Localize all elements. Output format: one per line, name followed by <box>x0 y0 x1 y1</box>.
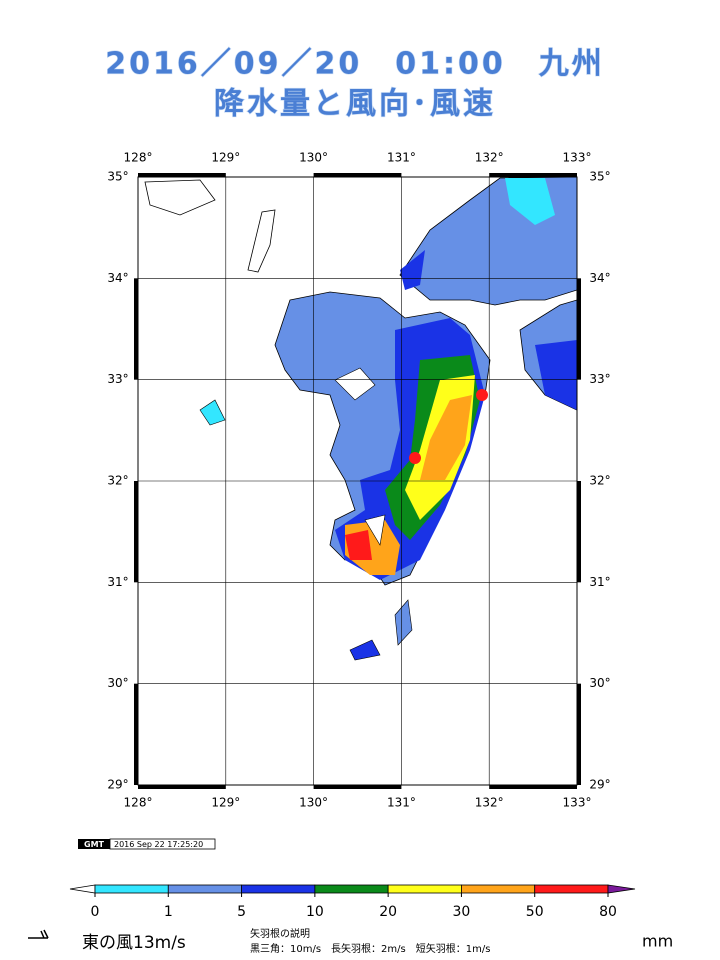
colorbar: 0 1 5 10 20 30 50 80 <box>69 884 636 920</box>
frame-band <box>134 278 138 380</box>
colorbar-segment <box>387 884 462 894</box>
gmt-logo-box <box>78 839 110 849</box>
lat-label-right: 32° <box>589 474 610 488</box>
lat-label-right: 35° <box>589 170 610 184</box>
lon-label-top: 130° <box>299 151 328 165</box>
lon-label-top: 128° <box>124 151 153 165</box>
lon-label-top: 133° <box>563 151 592 165</box>
lat-label-right: 34° <box>589 271 610 285</box>
lat-label-left: 35° <box>107 170 128 184</box>
map-border <box>137 176 578 786</box>
lon-label-top: 131° <box>387 151 416 165</box>
legend-heading: 矢羽根の説明 <box>250 927 310 940</box>
lat-label-right: 31° <box>589 575 610 589</box>
colorbar-segment <box>241 884 316 894</box>
lat-label-left: 29° <box>107 778 128 792</box>
lon-label-bottom: 132° <box>475 796 504 810</box>
lat-label-right: 29° <box>589 778 610 792</box>
frame-band <box>138 785 226 789</box>
colorbar-segment <box>314 884 389 894</box>
colorbar-tick-label: 20 <box>379 904 397 920</box>
timestamp: 2016 Sep 22 17:25:20 <box>114 840 203 849</box>
colorbar-tick-label: 30 <box>453 904 471 920</box>
lon-label-bottom: 133° <box>563 796 592 810</box>
colorbar-unit: mm <box>642 932 673 951</box>
colorbar-segment <box>534 884 609 894</box>
lat-label-right: 33° <box>589 372 610 386</box>
title-line1: 2016／09／20 01:00 九州 <box>105 47 605 82</box>
lon-label-top: 132° <box>475 151 504 165</box>
lat-label-right: 30° <box>589 676 610 690</box>
colorbar-segment <box>94 884 169 894</box>
frame-band <box>313 173 402 177</box>
colorbar-tick-label: 50 <box>526 904 544 920</box>
frame-band <box>489 785 577 789</box>
graticule <box>134 173 581 789</box>
frame-band <box>134 481 138 583</box>
colorbar-under <box>69 884 96 894</box>
lat-label-left: 30° <box>107 676 128 690</box>
map-land <box>144 177 577 661</box>
colorbar-tick-label: 0 <box>91 904 100 920</box>
colorbar-tick-label: 10 <box>306 904 324 920</box>
frame-band <box>313 785 402 789</box>
lon-label-bottom: 129° <box>211 796 240 810</box>
lat-label-left: 32° <box>107 474 128 488</box>
colorbar-segment <box>461 884 536 894</box>
frame-band <box>577 683 581 785</box>
frame-band <box>134 683 138 785</box>
lon-label-bottom: 130° <box>299 796 328 810</box>
colorbar-over <box>607 884 636 894</box>
lat-label-left: 34° <box>107 271 128 285</box>
wind-barb-sample <box>28 929 49 939</box>
lon-label-bottom: 131° <box>387 796 416 810</box>
lon-label-bottom: 128° <box>124 796 153 810</box>
frame-band <box>577 481 581 583</box>
lat-label-left: 31° <box>107 575 128 589</box>
colorbar-tick-label: 5 <box>237 904 246 920</box>
colorbar-tick-label: 1 <box>164 904 173 920</box>
stamp-box <box>109 838 216 850</box>
legend-detail: 黒三角：10m/s 長矢羽根：2m/s 短矢羽根：1m/s <box>250 942 490 955</box>
lon-label-top: 129° <box>211 151 240 165</box>
frame-band <box>489 173 577 177</box>
colorbar-segment <box>167 884 242 894</box>
legend-sample: 東の風13m/s <box>82 933 186 953</box>
title-line2: 降水量と風向･風速 <box>214 87 496 122</box>
frame-band <box>577 278 581 380</box>
gmt-logo: GMT <box>84 840 105 849</box>
frame-band <box>138 173 226 177</box>
colorbar-tick-label: 80 <box>599 904 617 920</box>
lat-label-left: 33° <box>107 372 128 386</box>
